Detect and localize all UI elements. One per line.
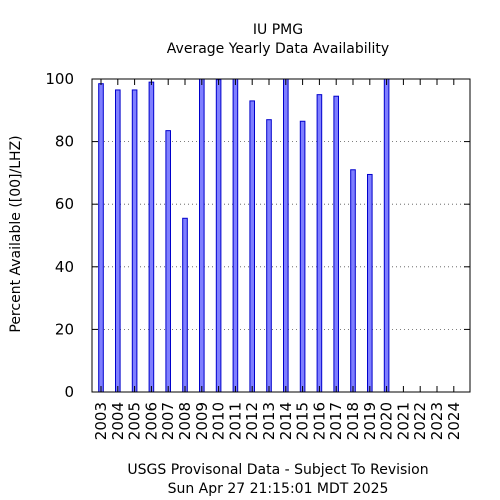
y-tick-label: 20 [55,320,74,338]
x-tick-label: 2016 [310,402,328,440]
bar-2018 [350,169,356,393]
x-tick-label: 2005 [126,402,144,440]
bars [98,78,390,393]
x-tick-label: 2011 [226,402,244,440]
x-tick-label: 2010 [210,402,228,440]
bar-2016 [316,94,323,393]
bar-2010 [215,79,222,393]
bar-2007 [165,130,171,393]
footer-disclaimer: USGS Provisonal Data - Subject To Revisi… [127,462,428,478]
x-tick-label: 2019 [361,402,379,440]
x-tick-label: 2022 [411,402,429,440]
x-tick-label: 2017 [327,402,345,440]
chart-subtitle: Average Yearly Data Availability [167,41,389,57]
x-tick-label: 2018 [344,402,362,440]
x-tick-label: 2008 [176,402,194,440]
bar-2015 [299,120,306,393]
bar-2013 [266,119,272,393]
bar-2003 [98,83,104,393]
plot-frame [91,78,471,393]
y-axis-ticks: 0 20 40 60 80 100 [45,70,470,401]
x-tick-label: 2007 [159,402,177,440]
x-tick-label: 2021 [394,402,412,440]
x-tick-label: 2024 [445,402,463,440]
y-tick-label: 60 [55,195,74,213]
x-tick-label: 2012 [243,402,261,440]
x-tick-label: 2020 [378,402,396,440]
bar-2012 [249,100,255,393]
x-tick-label: 2004 [109,402,127,440]
bar-2006 [148,81,155,393]
x-tick-label: 2023 [428,402,446,440]
bar-2020 [383,78,390,393]
x-tick-label: 2006 [142,402,160,440]
y-tick-label: 0 [64,383,74,401]
y-tick-label: 40 [55,258,74,276]
bar-2009 [199,78,205,393]
x-tick-label: 2009 [193,402,211,440]
y-tick-label: 100 [45,70,74,88]
bar-2005 [131,89,138,393]
bar-2004 [115,89,121,393]
bar-2008 [182,217,188,393]
x-tick-label: 2014 [277,402,295,440]
x-tick-label: 2013 [260,402,278,440]
y-axis-label: Percent Available ([00]/LHZ) [8,135,24,332]
bar-2017 [333,95,339,393]
bar-2011 [232,78,239,393]
y-tick-label: 80 [55,133,74,151]
x-tick-label: 2015 [294,402,312,440]
bar-2019 [367,173,373,393]
footer-timestamp: Sun Apr 27 21:15:01 MDT 2025 [168,481,389,497]
chart-title: IU PMG [253,22,303,38]
x-tick-label: 2003 [92,402,110,440]
bar-2014 [283,78,289,393]
x-axis-ticks: 2003200420052006200720082009201020112012… [92,79,463,440]
